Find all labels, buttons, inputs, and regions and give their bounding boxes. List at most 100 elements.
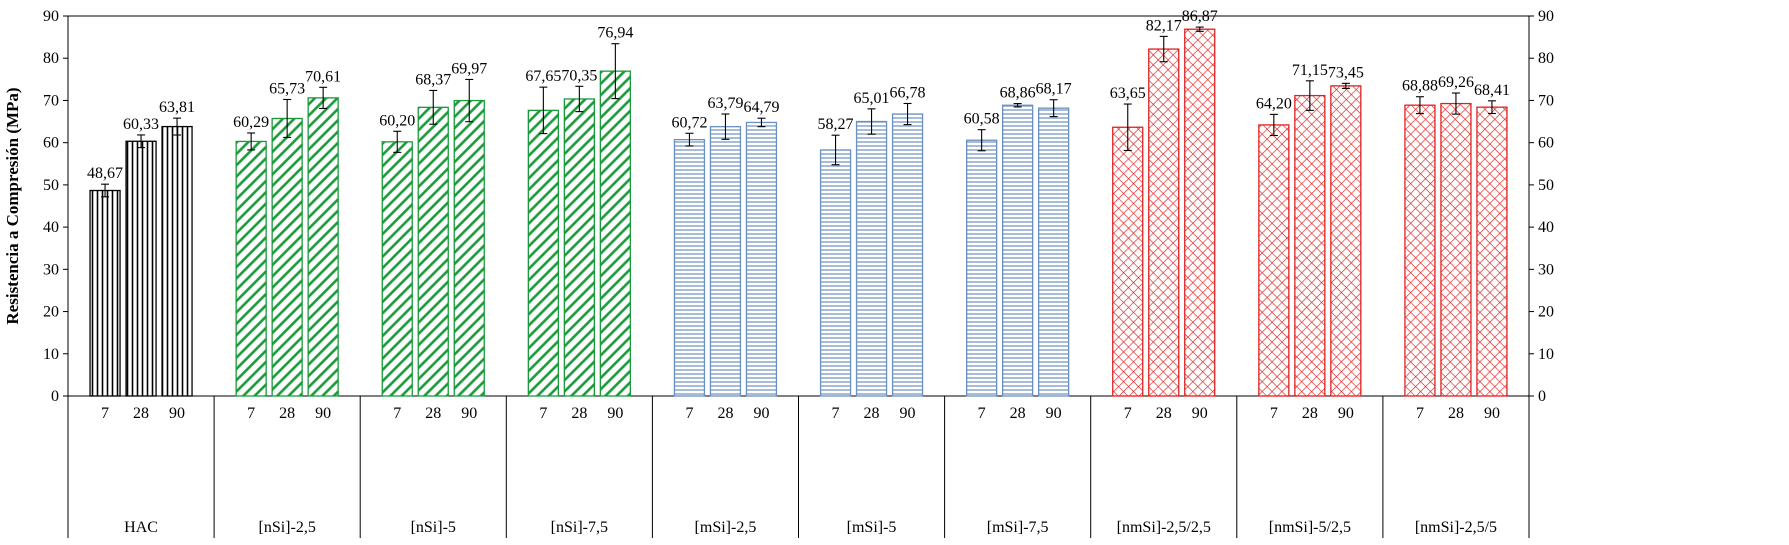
y-tick-label-left: 80	[43, 50, 59, 67]
x-tick-label: 7	[1124, 405, 1132, 422]
data-label: 86,87	[1182, 8, 1218, 25]
bar	[1112, 126, 1144, 397]
x-tick-label: 7	[832, 405, 840, 422]
data-label: 68,37	[415, 71, 451, 88]
y-tick-label-right: 60	[1538, 135, 1554, 152]
data-label: 68,88	[1402, 78, 1438, 95]
y-tick-label-right: 20	[1538, 304, 1554, 321]
category-label: HAC	[124, 519, 158, 536]
bar	[1184, 28, 1216, 397]
bar	[745, 121, 778, 397]
y-tick-label-left: 40	[43, 219, 59, 236]
bar	[381, 141, 413, 397]
data-label: 70,35	[561, 67, 597, 84]
x-tick-label: 7	[539, 405, 547, 422]
bar	[1404, 104, 1436, 397]
y-tick-label-left: 60	[43, 135, 59, 152]
data-label: 60,72	[671, 114, 707, 131]
y-axis-title: Resistencia a Compresión (MPa)	[3, 87, 22, 324]
bar	[599, 70, 631, 397]
bar	[1002, 104, 1034, 397]
bar	[453, 99, 485, 397]
data-label: 68,17	[1036, 81, 1072, 98]
x-tick-label: 28	[425, 405, 441, 422]
bar	[891, 113, 924, 397]
x-tick-label: 90	[1192, 405, 1208, 422]
x-tick-label: 7	[685, 405, 693, 422]
x-tick-label: 90	[900, 405, 916, 422]
data-label: 69,97	[451, 60, 487, 77]
data-label: 63,79	[707, 95, 743, 112]
y-tick-label-left: 90	[43, 8, 59, 25]
x-tick-label: 90	[607, 405, 623, 422]
category-label: [mSi]-2,5	[695, 519, 757, 536]
bar	[1440, 102, 1472, 397]
category-label: [nmSi]-5/2,5	[1269, 519, 1351, 536]
x-tick-label: 90	[461, 405, 477, 422]
y-tick-label-left: 30	[43, 261, 59, 278]
x-tick-label: 28	[864, 405, 880, 422]
x-tick-label: 90	[753, 405, 769, 422]
x-tick-label: 28	[279, 405, 295, 422]
bar	[1148, 48, 1180, 397]
x-tick-label: 90	[1338, 405, 1354, 422]
x-tick-label: 90	[169, 405, 185, 422]
data-label: 66,78	[890, 84, 926, 101]
y-tick-label-right: 40	[1538, 219, 1554, 236]
y-tick-label-left: 70	[43, 92, 59, 109]
x-tick-label: 7	[978, 405, 986, 422]
data-label: 73,45	[1328, 64, 1364, 81]
x-tick-label: 28	[571, 405, 587, 422]
data-label: 68,41	[1474, 82, 1510, 99]
y-tick-label-left: 20	[43, 304, 59, 321]
bar	[527, 109, 559, 397]
data-label: 68,86	[1000, 85, 1036, 102]
bar	[563, 98, 595, 397]
category-label: [nSi]-2,5	[258, 519, 315, 536]
bar	[1330, 85, 1362, 397]
bar	[1258, 124, 1290, 397]
y-tick-label-right: 90	[1538, 8, 1554, 25]
category-label: [nmSi]-2,5/2,5	[1117, 519, 1211, 536]
y-tick-label-right: 80	[1538, 50, 1554, 67]
x-tick-label: 90	[1046, 405, 1062, 422]
bar	[673, 138, 706, 397]
y-tick-label-right: 50	[1538, 177, 1554, 194]
data-label: 70,61	[305, 68, 341, 85]
x-tick-label: 90	[315, 405, 331, 422]
x-tick-label: 28	[1010, 405, 1026, 422]
data-label: 58,27	[818, 116, 854, 133]
y-tick-label-left: 10	[43, 346, 59, 363]
x-tick-label: 28	[717, 405, 733, 422]
data-label: 65,01	[854, 90, 890, 107]
data-label: 71,15	[1292, 62, 1328, 79]
bar	[89, 189, 121, 397]
x-tick-label: 7	[247, 405, 255, 422]
y-tick-label-left: 0	[51, 388, 59, 405]
bar	[1294, 94, 1326, 397]
data-label: 64,79	[743, 99, 779, 116]
x-tick-label: 90	[1484, 405, 1500, 422]
data-label: 76,94	[597, 25, 633, 42]
data-label: 63,81	[159, 99, 195, 116]
data-label: 69,26	[1438, 74, 1474, 91]
data-label: 60,20	[379, 112, 415, 129]
y-tick-label-right: 30	[1538, 261, 1554, 278]
bar	[966, 139, 998, 397]
category-label: [nSi]-7,5	[551, 519, 608, 536]
category-label: [nSi]-5	[411, 519, 456, 536]
x-tick-label: 7	[1270, 405, 1278, 422]
bar	[235, 140, 267, 397]
x-tick-label: 28	[1156, 405, 1172, 422]
category-label: [nmSi]-2,5/5	[1415, 519, 1497, 536]
bar	[161, 125, 193, 397]
data-label: 63,65	[1110, 85, 1146, 102]
bar	[417, 106, 449, 397]
category-label: [mSi]-7,5	[987, 519, 1049, 536]
y-tick-label-left: 50	[43, 177, 59, 194]
x-tick-label: 7	[393, 405, 401, 422]
bar	[1038, 107, 1070, 397]
x-tick-label: 7	[1416, 405, 1424, 422]
